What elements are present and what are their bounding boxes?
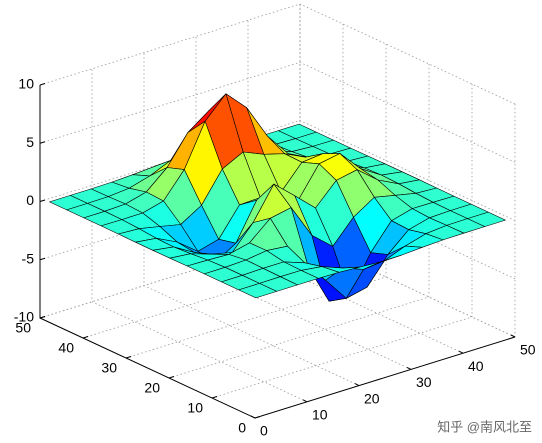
grid-line (125, 44, 387, 359)
z-tick-label: 10 (18, 76, 34, 92)
x-tick (510, 334, 516, 338)
y-tick-label: 20 (144, 380, 160, 396)
grid-line (39, 3, 516, 105)
x-tick (458, 350, 464, 354)
watermark: 知乎 @南风北至 (437, 419, 532, 434)
y-tick-label: 0 (238, 420, 246, 436)
x-tick (302, 399, 308, 403)
grid-line (211, 84, 473, 399)
y-tick (254, 416, 261, 419)
x-tick-label: 0 (260, 423, 268, 439)
grid-line (39, 61, 516, 163)
grid-line (91, 68, 308, 403)
grid-line (39, 120, 516, 221)
y-tick (39, 316, 46, 319)
z-tick-label: -10 (14, 309, 34, 325)
z-tick (39, 141, 46, 144)
y-tick (211, 396, 218, 399)
x-tick-label: 30 (416, 374, 432, 390)
y-tick (82, 336, 89, 339)
x-tick-label: 20 (364, 390, 380, 406)
y-tick-label: 40 (58, 340, 74, 356)
z-tick-label: 0 (26, 192, 34, 208)
y-tick (125, 356, 132, 359)
x-tick (354, 383, 360, 387)
z-tick (39, 83, 46, 86)
surface-patch (238, 283, 278, 299)
y-tick-label: 50 (15, 320, 31, 336)
grid-line (168, 64, 430, 379)
x-tick-label: 50 (520, 342, 536, 358)
z-tick (39, 199, 46, 202)
z-tick (39, 257, 46, 261)
x-tick (250, 415, 256, 419)
y-tick (168, 376, 175, 379)
y-tick-label: 10 (187, 400, 203, 416)
x-tick (406, 366, 412, 370)
z-tick-label: 5 (26, 134, 34, 150)
x-tick-label: 40 (468, 358, 484, 374)
z-tick-label: -5 (22, 250, 35, 266)
x-tick-label: 10 (312, 407, 328, 423)
y-tick-label: 30 (101, 360, 117, 376)
